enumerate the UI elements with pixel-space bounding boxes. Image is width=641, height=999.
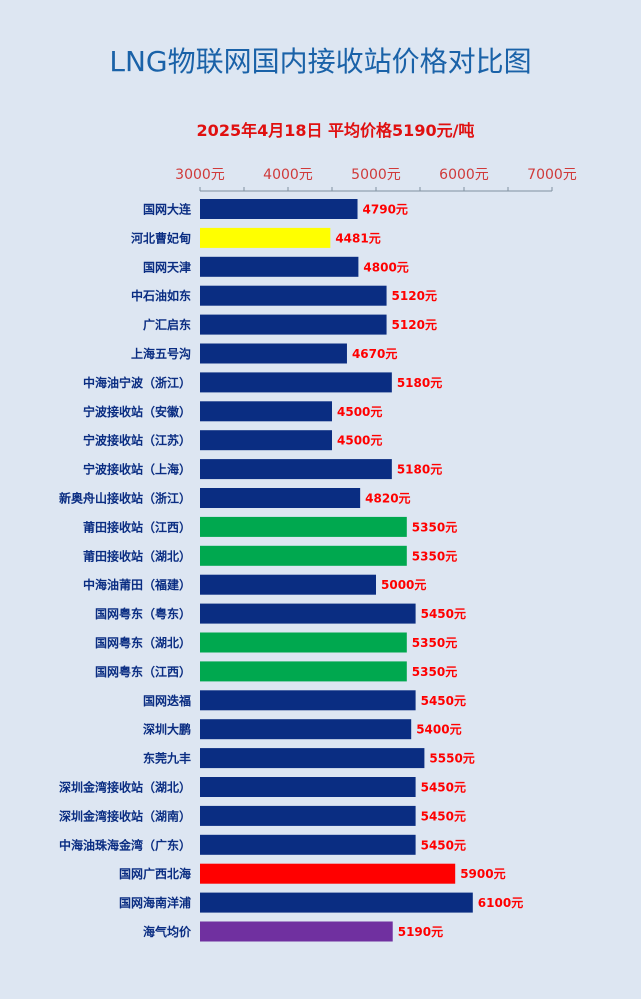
value-label: 4481元 [335,231,380,245]
category-label: 河北曹妃甸 [130,230,191,245]
category-label: 深圳大鹏 [143,722,191,737]
category-label: 国网迭福 [143,693,191,708]
value-label: 5900元 [460,867,505,881]
x-tick-label: 7000元 [527,167,577,183]
bar [200,488,361,508]
value-label: 5400元 [416,723,461,737]
value-label: 4800元 [363,260,408,274]
category-label: 中石油如东 [131,288,191,303]
category-label: 中海油莆田（福建） [83,577,191,592]
value-label: 4670元 [352,347,397,361]
category-label: 中海油珠海金湾（广东） [59,837,191,852]
category-label: 上海五号沟 [131,346,191,361]
value-label: 4500元 [337,405,382,419]
category-label: 宁波接收站（上海） [83,462,191,477]
bar [200,863,456,884]
chart-title: LNG物联网国内接收站价格对比图 [109,45,532,78]
value-label: 5550元 [429,752,474,766]
category-label: 中海油宁波（浙江） [83,375,191,390]
bar [200,199,358,219]
value-label: 5450元 [421,694,466,708]
category-label: 国网广西北海 [119,866,191,881]
category-label: 国网粤东（湖北） [95,635,191,650]
category-label: 莆田接收站（江西） [83,519,191,534]
category-label: 国网天津 [143,259,191,274]
category-label: 新奥舟山接收站（浙江） [59,491,191,506]
value-label: 5120元 [392,289,437,303]
value-label: 5450元 [421,781,466,795]
x-tick-label: 5000元 [351,167,401,183]
value-label: 5120元 [392,318,437,332]
value-label: 5350元 [412,665,457,679]
bar [200,401,332,422]
bar [200,719,412,740]
bar [200,777,416,797]
value-label: 5350元 [412,549,457,563]
bar [200,545,407,566]
category-label: 国网粤东（江西） [95,664,191,679]
x-tick-label: 3000元 [175,167,225,183]
bar [200,459,392,480]
value-label: 5350元 [412,520,457,534]
bar [200,748,425,769]
category-label: 国网大连 [143,202,192,217]
bar [200,834,416,855]
bar [200,805,416,826]
category-label: 海气均价 [143,924,192,939]
bar [200,430,332,451]
category-label: 宁波接收站（安徽） [83,404,191,419]
value-label: 5450元 [421,607,466,621]
value-label: 4790元 [363,203,408,217]
category-label: 深圳金湾接收站（湖北） [59,780,191,795]
bar [200,690,416,711]
bar [200,574,376,595]
bar [200,632,407,653]
category-label: 宁波接收站（江苏） [83,433,191,448]
bar [200,314,387,335]
value-label: 5180元 [397,463,442,477]
category-label: 国网粤东（粤东） [95,606,191,621]
bar [200,516,407,537]
bar [200,921,393,942]
chart-subtitle: 2025年4月18日 平均价格5190元/吨 [196,121,475,140]
value-label: 4500元 [337,434,382,448]
value-label: 5350元 [412,636,457,650]
bar [200,603,416,624]
bar [200,343,347,364]
value-label: 6100元 [478,896,523,910]
x-tick-label: 4000元 [263,167,313,183]
category-label: 国网海南洋浦 [119,895,191,910]
category-label: 广汇启东 [143,317,191,332]
value-label: 5450元 [421,838,466,852]
category-label: 东莞九丰 [143,751,191,766]
value-label: 5180元 [397,376,442,390]
bar [200,892,473,913]
bar [200,227,331,248]
bar [200,661,407,682]
bar [200,256,359,277]
value-label: 5450元 [421,809,466,823]
value-label: 5000元 [381,578,426,592]
bar [200,372,392,393]
x-tick-label: 6000元 [439,167,489,183]
category-label: 深圳金湾接收站（湖南） [59,808,191,823]
bar [200,285,387,306]
category-label: 莆田接收站（湖北） [83,548,191,563]
value-label: 5190元 [398,925,443,939]
value-label: 4820元 [365,492,410,506]
